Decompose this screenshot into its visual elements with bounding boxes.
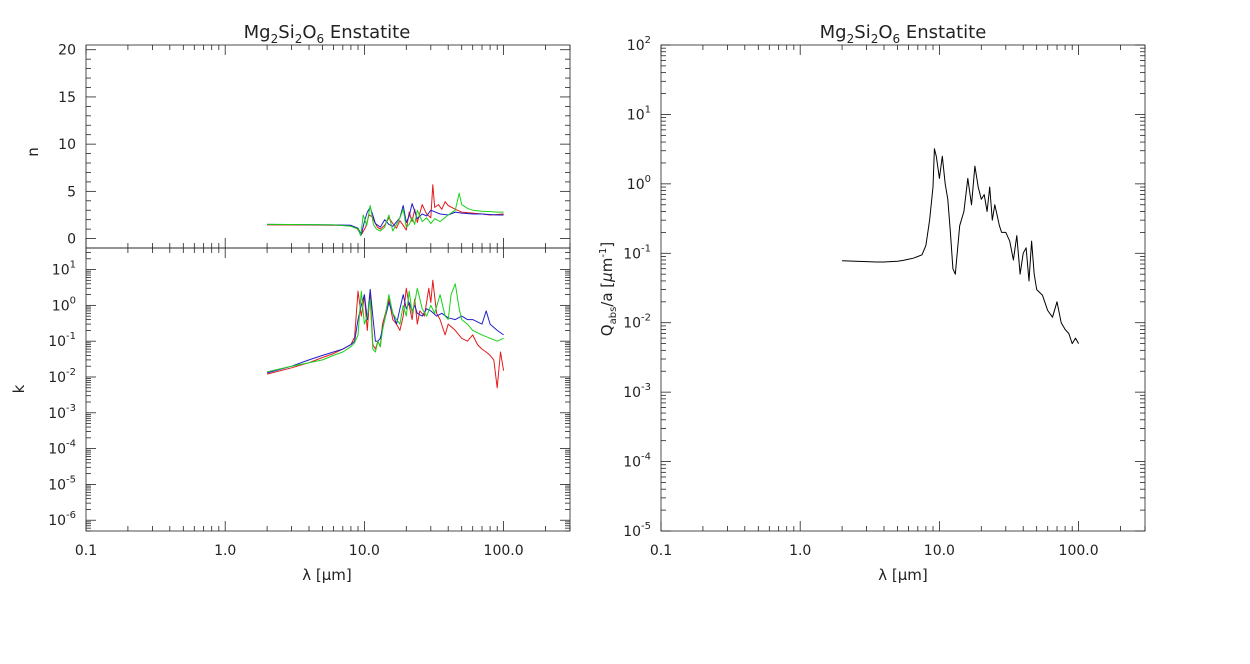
ticks-layer: 0.1 1.0 10.0 100.0 0.1 1.0 10.0 100.0 0 5 10 15 20 10… bbox=[48, 35, 1146, 559]
series-line-n-red bbox=[267, 184, 504, 235]
y-tick-label: 10-3 bbox=[48, 403, 76, 422]
series-line-n-blue bbox=[267, 203, 504, 236]
n-panel-frame bbox=[85, 44, 571, 249]
x-tick-label: 0.1 bbox=[75, 543, 97, 559]
y-tick-label: 10-4 bbox=[623, 452, 651, 471]
right-xlabel: λ [μm] bbox=[878, 566, 928, 584]
right-title: Mg2Si2O6 Enstatite bbox=[820, 22, 987, 46]
x-tick-label: 10.0 bbox=[349, 543, 380, 559]
qabs-panel-frame bbox=[660, 44, 1146, 532]
series-line-k-red bbox=[266, 279, 505, 389]
y-tick-label: 100 bbox=[52, 295, 76, 314]
series-line-n-green bbox=[267, 192, 504, 237]
y-tick-label: 102 bbox=[627, 35, 651, 54]
x-tick-label: 1.0 bbox=[789, 543, 811, 559]
series-line-k-green bbox=[266, 283, 504, 373]
k-panel-frame bbox=[85, 247, 571, 532]
x-tick-label: 100.0 bbox=[1059, 543, 1099, 559]
y-tick-label: 10-5 bbox=[623, 521, 651, 540]
y-tick-label: 10 bbox=[58, 137, 76, 153]
left-title: Mg2Si2O6 Enstatite bbox=[244, 22, 411, 46]
x-tick-label: 1.0 bbox=[214, 543, 236, 559]
y-tick-label: 10-3 bbox=[623, 382, 651, 401]
y-tick-label: 100 bbox=[627, 174, 651, 193]
x-tick-label: 10.0 bbox=[924, 543, 955, 559]
left-xlabel: λ [μm] bbox=[302, 566, 352, 584]
series-line-k-blue bbox=[266, 288, 504, 374]
y-tick-label: 20 bbox=[58, 43, 76, 59]
x-tick-label: 0.1 bbox=[650, 543, 672, 559]
x-tick-label: 100.0 bbox=[484, 543, 524, 559]
y-tick-label: 101 bbox=[52, 260, 76, 279]
y-tick-label: 10-2 bbox=[48, 367, 76, 386]
n-ylabel: n bbox=[24, 147, 42, 157]
y-tick-label: 10-5 bbox=[48, 474, 76, 493]
y-tick-label: 10-1 bbox=[623, 243, 651, 262]
y-tick-label: 15 bbox=[58, 90, 76, 106]
y-tick-label: 10-4 bbox=[48, 439, 76, 458]
y-tick-label: 10-6 bbox=[48, 510, 76, 529]
y-tick-label: 0 bbox=[67, 232, 76, 248]
series-line-qabs-black bbox=[842, 148, 1080, 345]
y-tick-label: 5 bbox=[67, 184, 76, 200]
series-layer bbox=[266, 148, 1080, 389]
qabs-ylabel: Qabs/a [μm-1] bbox=[598, 242, 619, 336]
y-tick-label: 10-2 bbox=[623, 313, 651, 332]
y-tick-label: 10-1 bbox=[48, 331, 76, 350]
y-tick-label: 101 bbox=[627, 104, 651, 123]
k-ylabel: k bbox=[10, 384, 28, 393]
